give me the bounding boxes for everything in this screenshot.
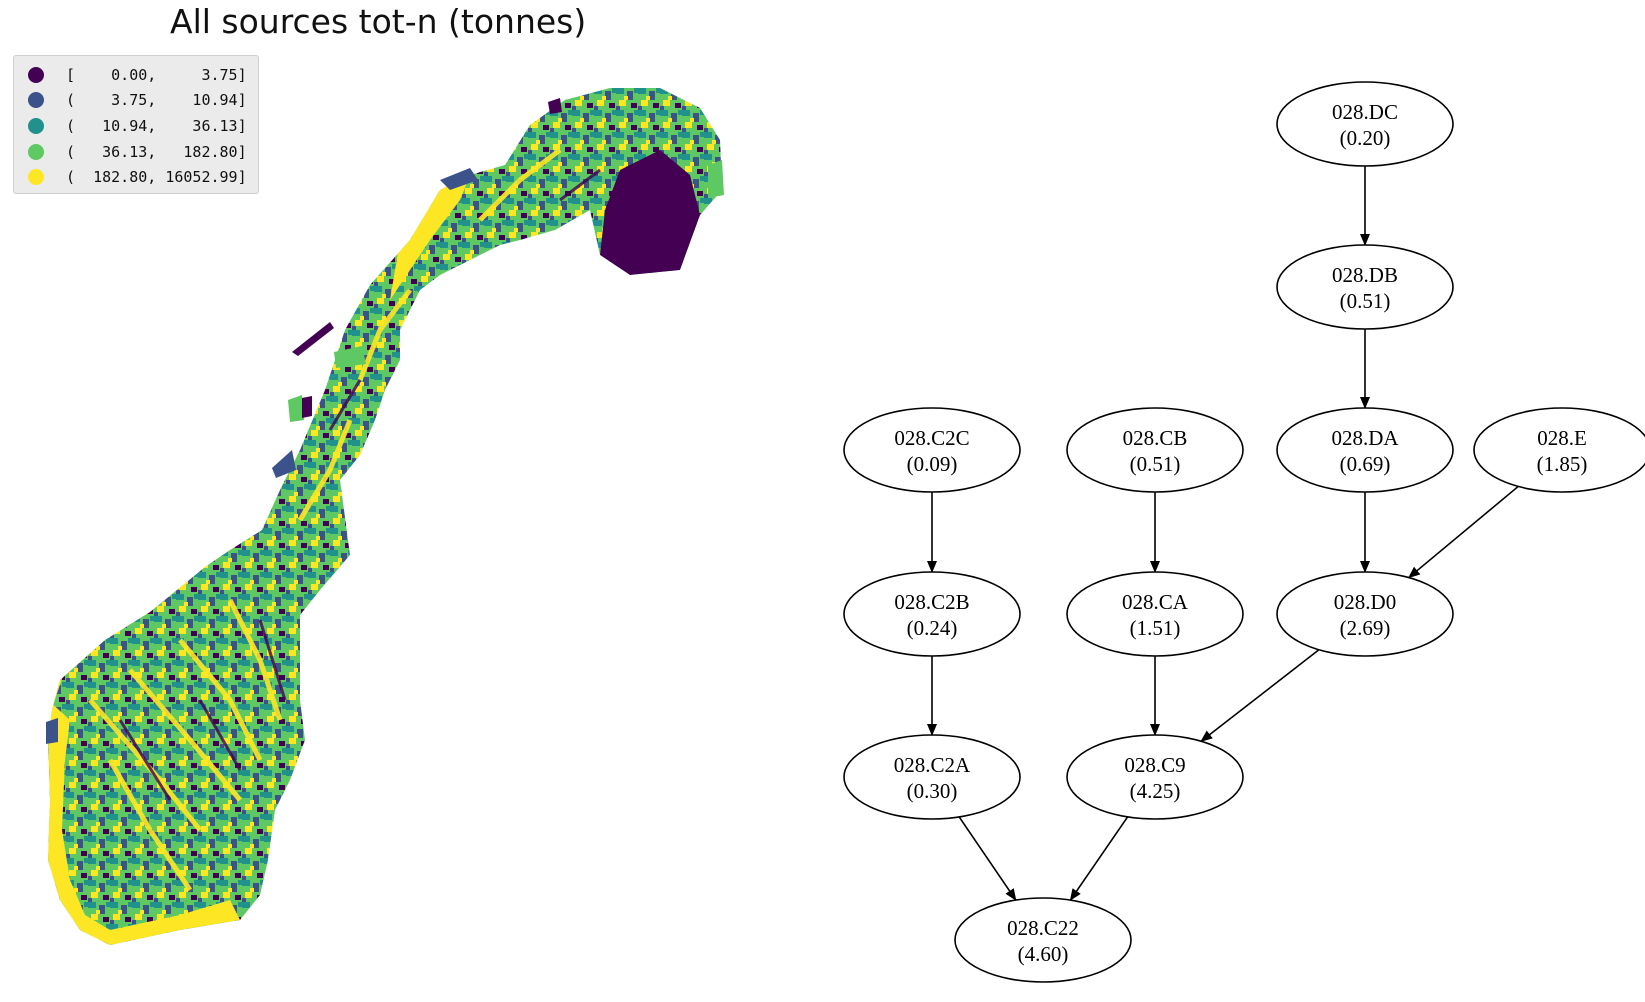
legend-entry: [ 0.00, 3.75] [28,62,258,88]
graph-node-id: 028.E [1537,426,1587,450]
graph-edge-arrow [1407,485,1519,579]
graph-node: 028.C2B(0.24) [843,571,1021,657]
island [708,160,724,198]
graph-node-ellipse [954,897,1132,983]
graph-node-ellipse [1276,81,1454,167]
graph-node-value: (1.51) [1130,616,1181,640]
graph-node: 028.CA(1.51) [1066,571,1244,657]
legend-label: [ 0.00, 3.75] [66,65,247,84]
graph-node-ellipse [1276,244,1454,330]
graph-node: 028.E(1.85) [1473,407,1645,493]
graph-node-id: 028.CA [1122,590,1189,614]
graph-node-value: (1.85) [1537,452,1588,476]
graph-node-id: 028.DA [1331,426,1399,450]
graph-node: 028.C2A(0.30) [843,734,1021,820]
island [302,396,312,418]
legend-swatch-icon [28,143,44,160]
island [292,322,334,356]
graph-node-value: (0.30) [907,779,958,803]
legend-label: ( 36.13, 182.80] [66,142,247,161]
legend-swatch-icon [28,66,44,83]
legend-swatch-icon [28,92,44,109]
graph-node-id: 028.DB [1332,263,1398,287]
legend-label: ( 3.75, 10.94] [66,91,247,110]
legend-swatch-icon [28,169,44,186]
graph-node-id: 028.C2C [894,426,969,450]
graph-node: 028.DA(0.69) [1276,407,1454,493]
graph-node-ellipse [1276,571,1454,657]
graph-node-value: (0.09) [907,452,958,476]
graph-node-ellipse [1066,571,1244,657]
legend-entry: ( 36.13, 182.80] [28,139,258,165]
graph-node-id: 028.C9 [1124,753,1185,777]
graph-node-value: (4.25) [1130,779,1181,803]
graph-node-value: (2.69) [1340,616,1391,640]
graph-edges [927,166,1519,901]
map-legend: [ 0.00, 3.75] ( 3.75, 10.94] ( 10.94, 36… [13,55,259,194]
graph-nodes: 028.DC(0.20)028.DB(0.51)028.C2C(0.09)028… [843,81,1645,983]
graph-node: 028.CB(0.51) [1066,407,1244,493]
legend-label: ( 10.94, 36.13] [66,116,247,135]
legend-entry: ( 3.75, 10.94] [28,88,258,114]
island [440,168,478,190]
graph-edge-arrow [1200,649,1320,742]
graph-node-ellipse [1276,407,1454,493]
coastal-high-band [48,400,320,945]
graph-node-ellipse [843,571,1021,657]
graph-node-value: (0.20) [1340,126,1391,150]
graph-node-id: 028.CB [1123,426,1188,450]
graph-node: 028.DB(0.51) [1276,244,1454,330]
legend-entry: ( 182.80, 16052.99] [28,164,258,190]
graph-node: 028.DC(0.20) [1276,81,1454,167]
graph-node-ellipse [1066,734,1244,820]
norway-choropleth-map [46,88,724,945]
graph-node-value: (0.69) [1340,452,1391,476]
graph-node-ellipse [843,734,1021,820]
island [272,450,296,478]
graph-node-value: (4.60) [1018,942,1069,966]
island [548,98,562,114]
graph-edge-arrow [1069,816,1129,901]
legend-label: ( 182.80, 16052.99] [66,168,247,187]
island [288,395,304,422]
graph-node-ellipse [843,407,1021,493]
legend-swatch-icon [28,117,44,134]
graph-node: 028.C22(4.60) [954,897,1132,983]
finnmark-low-block [600,150,700,275]
graph-node: 028.D0(2.69) [1276,571,1454,657]
graph-edge-arrow [958,816,1017,901]
graph-node-id: 028.C22 [1007,916,1079,940]
graph-node-ellipse [1473,407,1645,493]
graph-node-ellipse [1066,407,1244,493]
island [334,346,366,368]
graph-node: 028.C2C(0.09) [843,407,1021,493]
graph-node-value: (0.51) [1130,452,1181,476]
graph-node-value: (0.24) [907,616,958,640]
graph-node-id: 028.C2A [894,753,971,777]
graph-node-id: 028.C2B [894,590,969,614]
graph-node: 028.C9(4.25) [1066,734,1244,820]
graph-node-id: 028.DC [1332,100,1398,124]
map-title: All sources tot-n (tonnes) [170,2,587,41]
graph-node-value: (0.51) [1340,289,1391,313]
island [46,718,58,744]
graph-node-id: 028.D0 [1334,590,1396,614]
legend-entry: ( 10.94, 36.13] [28,113,258,139]
